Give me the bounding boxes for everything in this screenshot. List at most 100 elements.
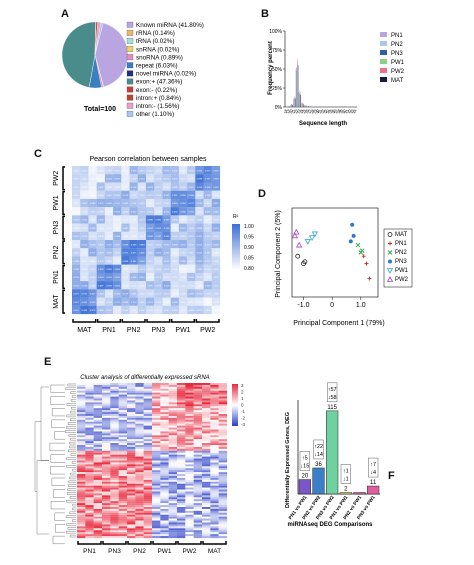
heatmap-cell-value: 0.874 [172,220,178,222]
cluster-cell [77,396,86,399]
heatmap-cell [104,264,114,273]
heatmap-cell [121,256,130,265]
heatmap-cell [129,207,138,216]
cluster-cell [110,427,119,430]
cluster-cell [218,412,228,415]
heatmap-cell [104,305,114,315]
heatmap-cell [137,264,147,273]
legend-label: Known miRNA (41.80%) [136,22,204,29]
cluster-cell [152,464,161,467]
heatmap-cell-value: 0.892 [172,179,178,181]
cluster-cell [93,501,103,504]
cluster-cell [177,390,186,393]
cluster-cell [185,445,194,448]
cluster-cell [143,441,153,444]
cluster-cell [193,470,203,473]
cluster-cell [143,479,153,482]
cluster-cell [152,414,161,417]
cluster-cell [168,423,178,426]
pie-legend: Known miRNA (41.80%)rRNA (0.14%)tRNA (0.… [126,21,204,118]
cluster-cell [168,462,178,465]
cluster-cell [135,419,144,422]
cluster-cell [135,450,144,453]
pca-xlabel: Principal Component 1 (79%) [293,320,384,327]
cluster-cell [168,437,178,440]
cluster-cell [85,419,94,422]
cluster-cell [102,404,111,407]
cluster-cell [102,408,111,411]
legend-label: snRNA (0.02%) [136,46,179,53]
cluster-cell [177,472,186,475]
cluster-cell [118,435,128,438]
cluster-cell [77,514,86,517]
cluster-cell [152,495,161,498]
cluster-cell [85,443,94,446]
cluster-cell [168,404,178,407]
cluster-cell [168,454,178,457]
cluster-cell [202,532,211,535]
cluster-cell [168,386,178,389]
heatmap-cell-value: 0.856 [106,261,112,263]
heatmap-cell [137,289,147,298]
cluster-cell [127,499,136,502]
cluster-cell [210,448,219,451]
heatmap-cell [146,281,155,290]
cluster-cell [102,415,111,418]
cluster-cell [85,479,94,482]
cluster-cell [218,512,228,515]
cluster-cell [210,479,219,482]
cluster-cell [168,493,178,496]
cluster-cell [152,499,161,502]
heatmap-cell [211,174,221,183]
cluster-cell [210,431,219,434]
y-tick-label: 100% [269,29,282,35]
cluster-cell [102,388,111,391]
cluster-cell [143,514,153,517]
heatmap-cell-value: 0.960 [139,253,145,255]
cluster-cell [202,479,211,482]
cluster-cell [185,481,194,484]
cluster-cell [102,512,111,515]
cluster-cell [93,441,103,444]
row-group-bracket [62,240,65,265]
cluster-cell [110,419,119,422]
cluster-cell [143,458,153,461]
heatmap-cell [146,297,155,306]
cluster-cell [143,417,153,420]
cluster-cell [185,479,194,482]
cluster-cell [85,464,94,467]
cluster-cell [152,536,161,539]
cluster-cell [118,495,128,498]
legend-label: PW1 [391,60,405,66]
cluster-cell [135,398,144,401]
cluster-cell [177,489,186,492]
cluster-cell [218,528,228,531]
legend-label: rRNA (0.14%) [136,30,175,37]
heatmap-cell-value: 0.874 [156,277,162,279]
heatmap-cell-value: 0.873 [205,236,211,238]
cluster-cell [102,402,111,405]
heatmap-cell [178,223,188,232]
pca-legend-label: MAT [395,232,408,238]
heatmap-cell [203,256,212,265]
heatmap-cell-value: 0.830 [114,310,120,312]
cluster-cell [127,458,136,461]
cluster-cell [135,474,144,477]
heatmap-cell-value: 0.969 [197,187,203,189]
cluster-cell [160,396,169,399]
heatmap-cell [203,297,212,306]
cluster-cell [110,441,119,444]
cluster-cell [218,396,228,399]
pca-legend-label: PN2 [395,250,407,256]
col-group-bracket [170,319,196,323]
cluster-cell [193,410,203,413]
cluster-cell [85,516,94,519]
heatmap-cell [137,256,147,265]
heatmap-cell [80,166,89,175]
heatmap-cell-value: 0.824 [114,220,120,222]
cluster-cell [218,417,228,420]
cluster-cell [185,456,194,459]
cluster-cell [218,481,228,484]
cluster-cell [135,507,144,510]
cluster-cell [185,491,194,494]
